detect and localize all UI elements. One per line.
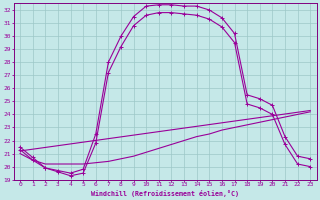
X-axis label: Windchill (Refroidissement éolien,°C): Windchill (Refroidissement éolien,°C) [91, 190, 239, 197]
